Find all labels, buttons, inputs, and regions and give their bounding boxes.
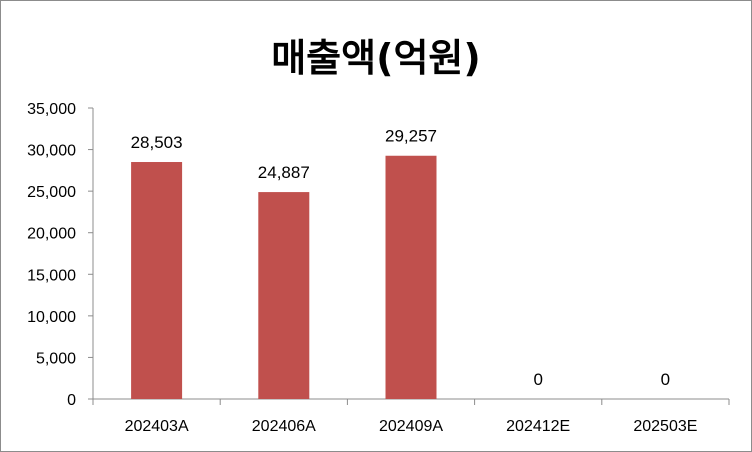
data-labels: 28,503 24,887 29,257 0 0 bbox=[131, 127, 671, 389]
x-tick-label-202403A: 202403A bbox=[125, 418, 189, 435]
y-tick-label: 30,000 bbox=[27, 143, 76, 160]
data-label-202503E: 0 bbox=[661, 370, 670, 389]
y-tick-label: 0 bbox=[67, 392, 76, 409]
x-ticks bbox=[92, 399, 730, 405]
y-tick-label: 5,000 bbox=[36, 350, 76, 367]
data-label-202403A: 28,503 bbox=[131, 133, 183, 152]
y-tick-label: 10,000 bbox=[27, 309, 76, 326]
data-label-202409A: 29,257 bbox=[385, 127, 437, 146]
chart-title: 매출액(억원) bbox=[271, 36, 481, 80]
x-tick-label-202406A: 202406A bbox=[252, 418, 316, 435]
x-tick-label-202412E: 202412E bbox=[506, 418, 570, 435]
data-label-202412E: 0 bbox=[533, 370, 542, 389]
x-tick-label-202503E: 202503E bbox=[633, 418, 697, 435]
data-label-202406A: 24,887 bbox=[258, 163, 310, 182]
x-labels: 202403A 202406A 202409A 202412E 202503E bbox=[125, 418, 698, 435]
bar-202406A bbox=[258, 192, 310, 399]
x-tick-label-202409A: 202409A bbox=[379, 418, 443, 435]
y-ticks: 0 5,000 10,000 15,000 20,000 25,000 30,000 35,0… bbox=[27, 101, 93, 409]
bars bbox=[131, 155, 437, 399]
y-tick-label: 25,000 bbox=[27, 184, 76, 201]
y-tick-label: 35,000 bbox=[27, 101, 76, 118]
y-tick-label: 15,000 bbox=[27, 267, 76, 284]
y-tick-label: 20,000 bbox=[27, 226, 76, 243]
bar-202403A bbox=[131, 162, 183, 399]
bar-202409A bbox=[385, 155, 437, 399]
